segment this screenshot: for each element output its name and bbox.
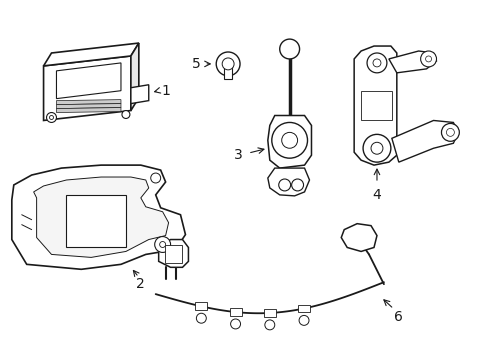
- Polygon shape: [224, 64, 232, 79]
- Polygon shape: [196, 302, 207, 310]
- Circle shape: [373, 59, 381, 67]
- Text: 6: 6: [394, 310, 403, 324]
- Circle shape: [196, 313, 206, 323]
- Circle shape: [282, 132, 297, 148]
- Polygon shape: [392, 121, 458, 162]
- Polygon shape: [264, 309, 276, 317]
- Circle shape: [49, 116, 53, 120]
- Polygon shape: [131, 85, 149, 104]
- Circle shape: [299, 315, 309, 325]
- Circle shape: [265, 320, 275, 330]
- Polygon shape: [165, 246, 182, 264]
- Polygon shape: [268, 116, 312, 168]
- Circle shape: [160, 242, 166, 247]
- Polygon shape: [131, 43, 139, 111]
- Circle shape: [272, 122, 308, 158]
- Circle shape: [47, 113, 56, 122]
- Text: 2: 2: [136, 277, 145, 291]
- Circle shape: [371, 142, 383, 154]
- Circle shape: [426, 56, 432, 62]
- Polygon shape: [12, 165, 185, 269]
- Text: 4: 4: [372, 188, 381, 202]
- Polygon shape: [159, 239, 189, 267]
- Polygon shape: [56, 63, 121, 99]
- Circle shape: [446, 129, 454, 136]
- Polygon shape: [341, 224, 377, 251]
- Circle shape: [420, 51, 437, 67]
- Polygon shape: [230, 308, 242, 316]
- Text: 5: 5: [192, 57, 201, 71]
- Circle shape: [279, 179, 291, 191]
- Polygon shape: [354, 46, 397, 165]
- Polygon shape: [34, 177, 169, 257]
- Circle shape: [155, 237, 171, 252]
- Circle shape: [292, 179, 303, 191]
- Text: 1: 1: [161, 84, 170, 98]
- Circle shape: [441, 123, 459, 141]
- Circle shape: [222, 58, 234, 70]
- Circle shape: [363, 134, 391, 162]
- Polygon shape: [44, 56, 131, 121]
- Polygon shape: [44, 43, 139, 66]
- Polygon shape: [298, 305, 310, 312]
- Text: 3: 3: [234, 148, 243, 162]
- Polygon shape: [66, 195, 126, 247]
- Polygon shape: [56, 108, 121, 113]
- Circle shape: [367, 53, 387, 73]
- Polygon shape: [361, 91, 392, 121]
- Polygon shape: [56, 100, 121, 105]
- Circle shape: [280, 39, 299, 59]
- Circle shape: [151, 173, 161, 183]
- Circle shape: [231, 319, 241, 329]
- Polygon shape: [268, 168, 310, 196]
- Polygon shape: [389, 51, 437, 73]
- Circle shape: [216, 52, 240, 76]
- Circle shape: [122, 111, 130, 118]
- Polygon shape: [56, 104, 121, 109]
